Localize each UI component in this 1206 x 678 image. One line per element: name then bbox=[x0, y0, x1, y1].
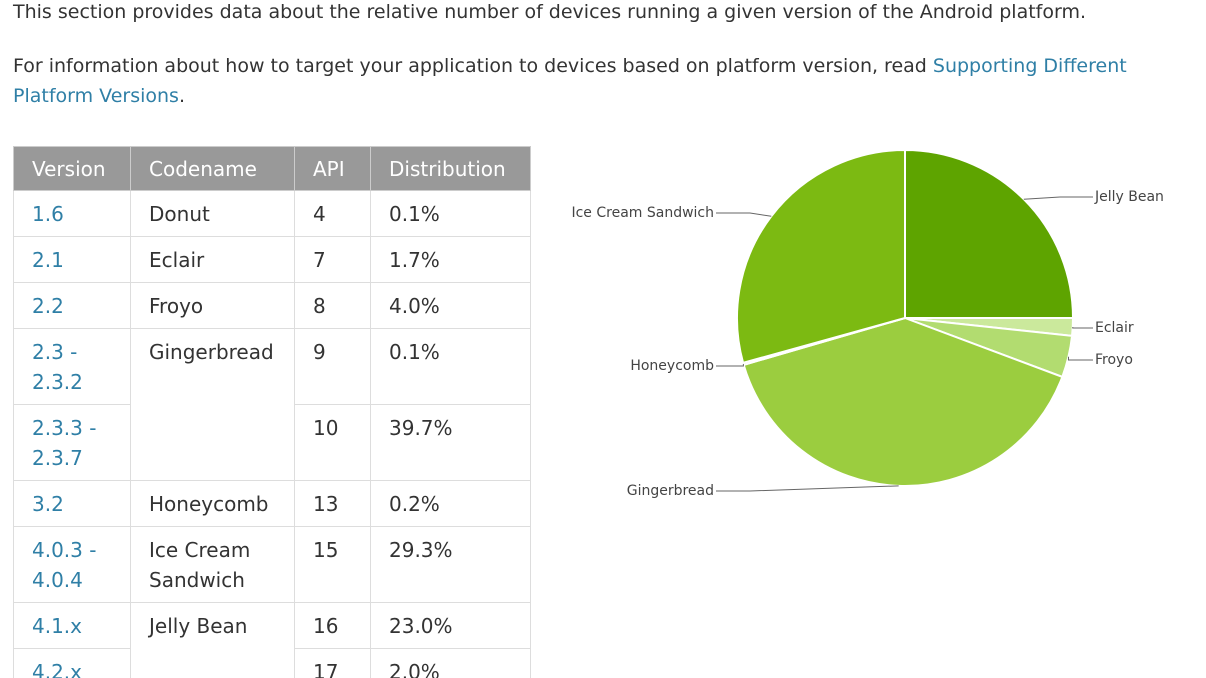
pie-label: Froyo bbox=[1095, 352, 1133, 368]
header-row: Version Codename API Distribution bbox=[13, 146, 531, 191]
codename-cell: Jelly Bean bbox=[130, 602, 295, 678]
intro: This section provides data about the rel… bbox=[13, 1, 1087, 23]
pie-label: Honeycomb bbox=[630, 358, 714, 374]
version-cell: 2.2 bbox=[13, 282, 131, 329]
header-cell: Distribution bbox=[370, 146, 531, 191]
api-cell: 4 bbox=[294, 190, 371, 237]
distribution-cell: 2.0% bbox=[370, 648, 531, 678]
pie-slice bbox=[742, 316, 1064, 487]
api-cell: 13 bbox=[294, 480, 371, 527]
distribution-cell: 0.2% bbox=[370, 480, 531, 527]
pie-label: Eclair bbox=[1095, 320, 1134, 336]
distribution-cell: 4.0% bbox=[370, 282, 531, 329]
info-text: For information about how to target your… bbox=[13, 55, 933, 77]
api-cell: 17 bbox=[294, 648, 371, 678]
codename-cell: Ice Cream Sandwich bbox=[130, 526, 295, 603]
version-cell: 4.0.3 - 4.0.4 bbox=[13, 526, 131, 603]
pie-slice bbox=[736, 148, 906, 365]
distribution-cell: 23.0% bbox=[370, 602, 531, 649]
version-cell: 1.6 bbox=[13, 190, 131, 237]
leader-line bbox=[716, 485, 899, 492]
table-row: 4.0.3 - 4.0.4 Ice Cream Sandwich 15 29.3% bbox=[13, 526, 531, 603]
info: For information about how to target your… bbox=[13, 51, 1193, 111]
table-row: 4.1.x Jelly Bean 16 23.0% bbox=[13, 602, 531, 678]
version-cell: 2.3 - 2.3.2 bbox=[13, 328, 131, 405]
header-cell: API bbox=[294, 146, 371, 191]
link[interactable]: Supporting Different Platform Versions bbox=[13, 55, 1127, 107]
version-cell: 3.2 bbox=[13, 480, 131, 527]
api-cell: 16 bbox=[294, 602, 371, 649]
pie-label: Jelly Bean bbox=[1094, 189, 1164, 205]
header-cell: Version bbox=[13, 146, 131, 191]
api-cell: 9 bbox=[294, 328, 371, 405]
codename-cell: Donut bbox=[130, 190, 295, 237]
api-cell: 15 bbox=[294, 526, 371, 603]
leader-line bbox=[1067, 356, 1093, 361]
table-row: 2.1 Eclair 7 1.7% bbox=[13, 236, 531, 283]
leader-line bbox=[1072, 326, 1093, 329]
distribution-cell: 39.7% bbox=[370, 404, 531, 481]
leader-line bbox=[716, 212, 772, 217]
pie-slice bbox=[904, 148, 1075, 319]
version-cell: 2.3.3 - 2.3.7 bbox=[13, 404, 131, 481]
table-row: 2.2 Froyo 8 4.0% bbox=[13, 282, 531, 329]
version-table: Version Codename API Distribution 1.6 Donut 4 0… bbox=[13, 146, 531, 678]
info-after: . bbox=[178, 85, 185, 107]
distribution-cell: 0.1% bbox=[370, 328, 531, 405]
table-row: 4.2.x 17 2.0% bbox=[13, 648, 531, 678]
leader-line bbox=[716, 363, 744, 367]
table-row: 1.6 Donut 4 0.1% bbox=[13, 190, 531, 237]
pie-label: Gingerbread bbox=[627, 483, 714, 499]
table-row: 3.2 Honeycomb 13 0.2% bbox=[13, 480, 531, 527]
version-cell: 4.2.x bbox=[13, 648, 131, 678]
distribution-cell: 0.1% bbox=[370, 190, 531, 237]
table-row: 2.3.3 - 2.3.7 10 39.7% bbox=[13, 404, 531, 481]
distribution-cell: 29.3% bbox=[370, 526, 531, 603]
header-cell: Codename bbox=[130, 146, 295, 191]
pie-label: Ice Cream Sandwich bbox=[571, 205, 714, 221]
leader-line bbox=[1023, 196, 1093, 200]
codename-cell: Honeycomb bbox=[130, 480, 295, 527]
